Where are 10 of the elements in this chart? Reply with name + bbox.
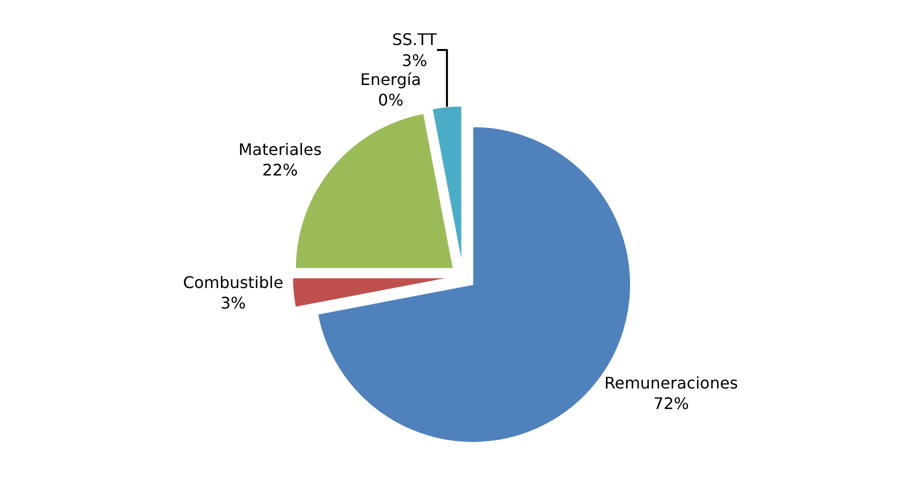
category-label: Energía xyxy=(360,70,422,89)
slice-label: Materiales xyxy=(238,140,322,159)
data-label: 3% xyxy=(220,294,246,313)
data-label: 3% xyxy=(402,50,428,70)
data-label: 22% xyxy=(262,160,298,180)
data-label: 72% xyxy=(653,394,689,414)
slice-label: SS.TT xyxy=(392,30,438,50)
text: 0% xyxy=(378,90,404,110)
slice-label: Combustible xyxy=(182,272,284,292)
slice-label: Remuneraciones xyxy=(604,373,738,392)
